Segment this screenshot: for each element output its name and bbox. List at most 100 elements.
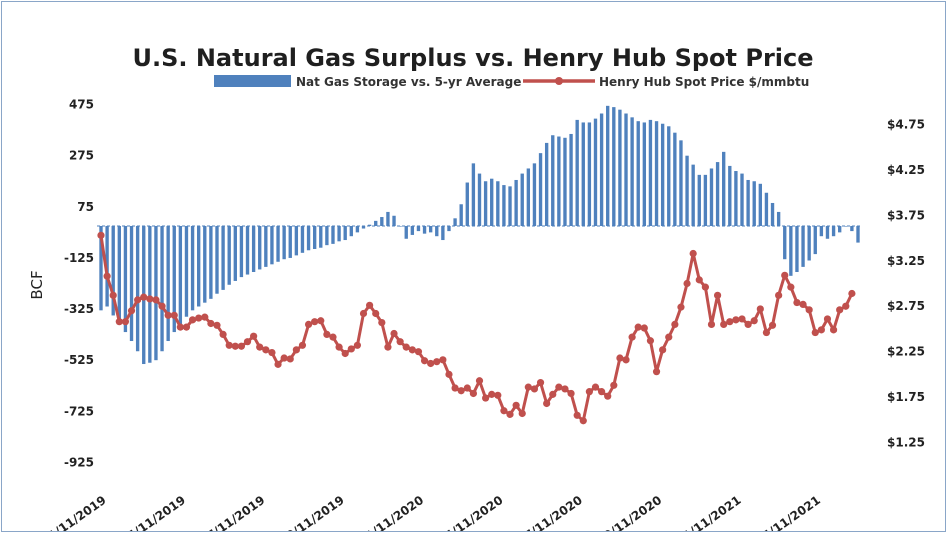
storage-bar — [740, 173, 744, 226]
price-point — [530, 385, 539, 393]
storage-bar — [380, 217, 384, 226]
left-tick-label: 275 — [69, 149, 94, 163]
price-point — [121, 318, 130, 326]
storage-bar — [312, 225, 317, 249]
storage-bar — [532, 163, 537, 226]
legend-swatch-storage — [214, 75, 291, 87]
price-point — [707, 320, 716, 328]
right-tick-label: $4.25 — [887, 163, 925, 177]
price-point — [555, 383, 563, 391]
storage-bar — [636, 121, 640, 226]
storage-bar — [813, 225, 817, 255]
price-point — [439, 356, 447, 364]
storage-bar — [337, 225, 341, 242]
storage-bar — [227, 225, 231, 285]
price-point — [829, 326, 838, 334]
storage-bar — [306, 225, 311, 251]
storage-bar — [422, 225, 427, 234]
legend: Nat Gas Storage vs. 5-yr Average Henry H… — [214, 75, 809, 89]
storage-bar — [807, 225, 811, 261]
storage-bar — [538, 153, 543, 226]
price-point — [445, 370, 453, 378]
right-tick-label: $1.25 — [887, 436, 925, 450]
storage-bar — [129, 225, 134, 342]
price-point — [744, 320, 752, 328]
price-point — [768, 321, 777, 329]
storage-bar — [844, 225, 848, 227]
storage-bar — [557, 136, 561, 226]
storage-bar — [258, 225, 262, 270]
price-point — [323, 330, 331, 338]
price-point — [97, 231, 105, 239]
storage-bar — [520, 173, 524, 226]
storage-bar — [465, 182, 469, 226]
price-point — [604, 392, 612, 400]
storage-bar — [264, 225, 268, 267]
right-tick-label: $1.75 — [887, 390, 925, 404]
left-axis-ticks: 475 275 75 -125 -325 -525 -725 -925 — [64, 98, 94, 470]
right-tick-label: $2.75 — [887, 299, 925, 313]
price-point — [390, 329, 398, 338]
price-point — [182, 323, 191, 331]
storage-bar — [795, 225, 799, 272]
price-point — [817, 326, 825, 334]
price-point — [127, 307, 136, 315]
storage-bar — [111, 225, 115, 316]
price-point — [665, 333, 673, 341]
price-point — [628, 333, 636, 341]
storage-bar — [343, 225, 347, 241]
price-point — [799, 300, 807, 309]
price-point — [506, 410, 514, 418]
price-point — [408, 346, 416, 354]
x-tick-label: 1/11/2020 — [363, 493, 426, 531]
price-point — [518, 409, 526, 418]
storage-bar — [392, 215, 396, 226]
price-point — [512, 401, 520, 409]
price-point — [384, 343, 392, 351]
price-point — [787, 283, 795, 291]
left-tick-label: -525 — [64, 353, 94, 367]
price-point — [579, 417, 587, 425]
price-point — [414, 348, 423, 356]
storage-bar — [447, 225, 451, 232]
price-point — [427, 359, 435, 368]
price-point — [475, 377, 484, 385]
storage-bar — [691, 164, 695, 226]
price-point — [152, 296, 160, 304]
price-point — [213, 321, 221, 329]
storage-bar — [245, 225, 250, 275]
price-point — [433, 358, 441, 366]
storage-bar — [709, 168, 714, 226]
price-point — [836, 306, 844, 314]
price-point — [280, 354, 288, 362]
price-point — [304, 320, 313, 328]
price-point — [695, 276, 703, 284]
price-point — [256, 343, 264, 351]
price-point — [451, 384, 459, 392]
storage-bar — [148, 225, 152, 363]
storage-bar — [673, 132, 677, 226]
storage-bar — [685, 155, 689, 226]
storage-bar — [551, 135, 555, 226]
price-point — [524, 383, 532, 391]
storage-bar — [746, 179, 750, 226]
price-point — [134, 296, 142, 304]
price-point — [567, 389, 575, 398]
price-point — [243, 338, 252, 346]
storage-bar — [593, 118, 598, 226]
x-tick-label: 4/11/2020 — [442, 493, 505, 531]
price-point — [268, 348, 276, 357]
storage-bar — [764, 192, 769, 226]
storage-bar — [471, 163, 476, 226]
right-tick-label: $3.75 — [887, 208, 925, 222]
storage-bar — [715, 162, 720, 226]
price-point — [207, 319, 215, 328]
price-point — [158, 302, 166, 310]
price-point — [634, 323, 642, 331]
left-tick-label: -325 — [64, 302, 94, 316]
storage-bar — [722, 151, 726, 226]
storage-bar — [477, 173, 482, 226]
price-point — [488, 390, 496, 398]
storage-bar — [441, 225, 445, 241]
